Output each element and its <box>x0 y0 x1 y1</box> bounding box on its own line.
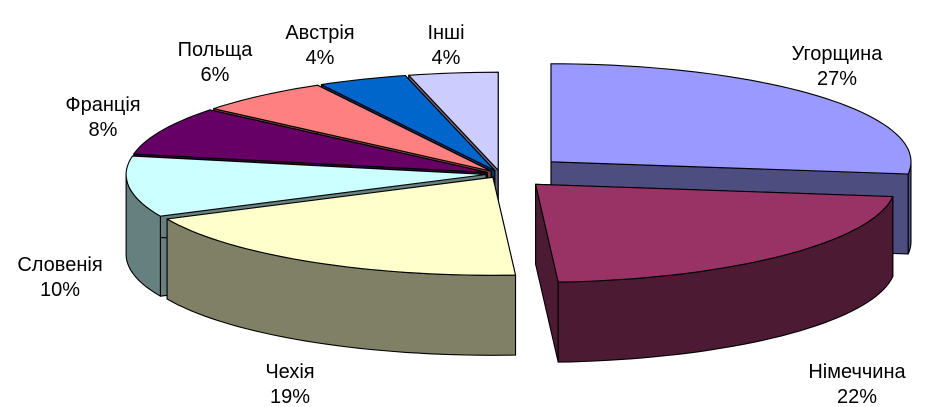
slice-label: Австрія <box>285 22 354 44</box>
slice-value-label: 27% <box>817 68 857 90</box>
pie-slice-top <box>125 155 487 217</box>
pie-slice-top <box>166 176 517 276</box>
slice-value-label: 8% <box>89 119 118 141</box>
slice-label: Словенія <box>17 254 102 276</box>
slice-value-label: 4% <box>306 47 335 69</box>
slice-label: Франція <box>65 94 140 116</box>
slice-label: Польща <box>178 39 254 61</box>
slice-label: Угорщина <box>792 43 884 65</box>
labels-layer: Угорщина 27% Німеччина 22% Чехія 19% Словенія 1… <box>17 22 906 407</box>
slice-label: Інші <box>427 22 464 44</box>
pie-slice-top <box>320 74 496 172</box>
pie-slice-top <box>408 71 499 171</box>
slice-value-label: 19% <box>270 386 310 407</box>
slice-value-label: 22% <box>837 386 877 407</box>
pie-slice-rim <box>907 161 912 255</box>
slice-label: Німеччина <box>808 361 906 383</box>
pie-slice <box>166 176 517 356</box>
pie-slice <box>535 183 894 363</box>
pie-slice-top <box>133 109 488 173</box>
pie-slice-top <box>550 63 912 175</box>
slice-label: Чехія <box>265 361 314 383</box>
slice-value-label: 6% <box>201 64 230 86</box>
slices-layer <box>125 63 912 363</box>
slice-value-label: 10% <box>40 279 80 301</box>
pie-slice-top <box>535 183 894 283</box>
pie-slice-top <box>213 84 492 172</box>
slice-value-label: 4% <box>432 47 461 69</box>
